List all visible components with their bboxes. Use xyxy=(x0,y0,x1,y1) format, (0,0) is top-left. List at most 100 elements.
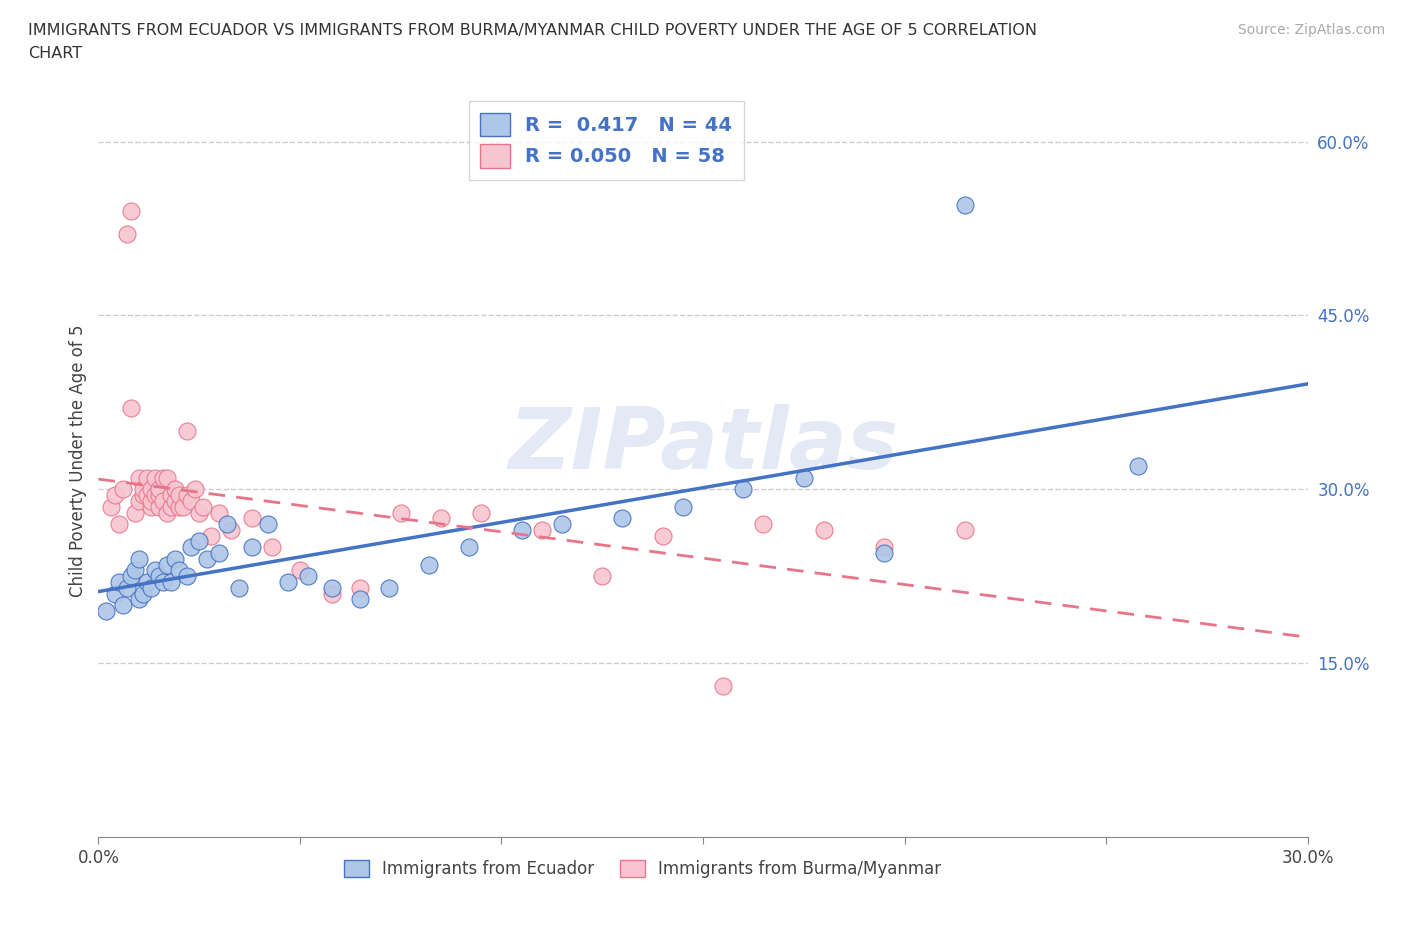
Point xyxy=(100,499,122,514)
Point xyxy=(160,499,183,514)
Point xyxy=(152,471,174,485)
Point xyxy=(107,575,129,590)
Point xyxy=(167,499,190,514)
Point xyxy=(672,499,695,514)
Point xyxy=(288,563,311,578)
Point xyxy=(430,511,453,525)
Point xyxy=(551,517,574,532)
Point xyxy=(793,471,815,485)
Point xyxy=(111,482,134,497)
Point xyxy=(172,499,194,514)
Point xyxy=(107,517,129,532)
Point xyxy=(176,487,198,502)
Point xyxy=(195,551,218,566)
Point xyxy=(139,499,162,514)
Point xyxy=(530,523,553,538)
Point xyxy=(873,546,896,561)
Point xyxy=(389,505,412,520)
Point xyxy=(208,546,231,561)
Point xyxy=(321,580,343,595)
Point xyxy=(221,523,243,538)
Point xyxy=(128,592,150,607)
Point xyxy=(349,580,371,595)
Legend: Immigrants from Ecuador, Immigrants from Burma/Myanmar: Immigrants from Ecuador, Immigrants from… xyxy=(337,854,948,885)
Point xyxy=(256,517,278,532)
Point xyxy=(612,511,634,525)
Point xyxy=(873,539,896,554)
Point xyxy=(139,494,162,509)
Point xyxy=(228,580,250,595)
Point xyxy=(176,569,198,584)
Point xyxy=(163,482,186,497)
Point xyxy=(132,482,155,497)
Point xyxy=(115,227,138,242)
Point xyxy=(418,557,440,572)
Point xyxy=(160,487,183,502)
Point xyxy=(128,471,150,485)
Point xyxy=(953,198,976,213)
Point xyxy=(132,487,155,502)
Point xyxy=(260,539,283,554)
Point xyxy=(156,557,179,572)
Point xyxy=(188,534,211,549)
Point xyxy=(277,575,299,590)
Point xyxy=(143,563,166,578)
Point xyxy=(217,517,239,532)
Text: Source: ZipAtlas.com: Source: ZipAtlas.com xyxy=(1237,23,1385,37)
Point xyxy=(953,523,976,538)
Text: ZIPatlas: ZIPatlas xyxy=(508,404,898,486)
Point xyxy=(711,679,734,694)
Point xyxy=(148,487,170,502)
Point xyxy=(135,575,157,590)
Point xyxy=(184,482,207,497)
Point xyxy=(103,586,125,601)
Point xyxy=(135,471,157,485)
Point xyxy=(1128,458,1150,473)
Point xyxy=(458,539,481,554)
Point xyxy=(128,494,150,509)
Point xyxy=(120,204,142,219)
Point xyxy=(139,482,162,497)
Point xyxy=(377,580,399,595)
Point xyxy=(813,523,835,538)
Point xyxy=(510,523,533,538)
Point xyxy=(148,499,170,514)
Point xyxy=(139,580,162,595)
Point xyxy=(96,604,118,618)
Text: IMMIGRANTS FROM ECUADOR VS IMMIGRANTS FROM BURMA/MYANMAR CHILD POVERTY UNDER THE: IMMIGRANTS FROM ECUADOR VS IMMIGRANTS FR… xyxy=(28,23,1038,38)
Point xyxy=(167,563,190,578)
Point xyxy=(124,563,146,578)
Point xyxy=(135,487,157,502)
Point xyxy=(124,505,146,520)
Point xyxy=(148,569,170,584)
Point xyxy=(180,539,202,554)
Point xyxy=(120,569,142,584)
Point xyxy=(752,517,775,532)
Point xyxy=(143,471,166,485)
Point xyxy=(733,482,755,497)
Y-axis label: Child Poverty Under the Age of 5: Child Poverty Under the Age of 5 xyxy=(69,324,87,597)
Point xyxy=(152,494,174,509)
Point xyxy=(167,487,190,502)
Point xyxy=(132,586,155,601)
Point xyxy=(160,575,183,590)
Text: CHART: CHART xyxy=(28,46,82,61)
Point xyxy=(103,487,125,502)
Point xyxy=(470,505,492,520)
Point xyxy=(143,487,166,502)
Point xyxy=(349,592,371,607)
Point xyxy=(163,551,186,566)
Point xyxy=(152,575,174,590)
Point xyxy=(321,586,343,601)
Point xyxy=(148,482,170,497)
Point xyxy=(176,424,198,439)
Point xyxy=(208,505,231,520)
Point xyxy=(200,528,222,543)
Point xyxy=(120,401,142,416)
Point xyxy=(111,598,134,613)
Point xyxy=(156,471,179,485)
Point xyxy=(188,505,211,520)
Point xyxy=(240,539,263,554)
Point xyxy=(297,569,319,584)
Point xyxy=(156,505,179,520)
